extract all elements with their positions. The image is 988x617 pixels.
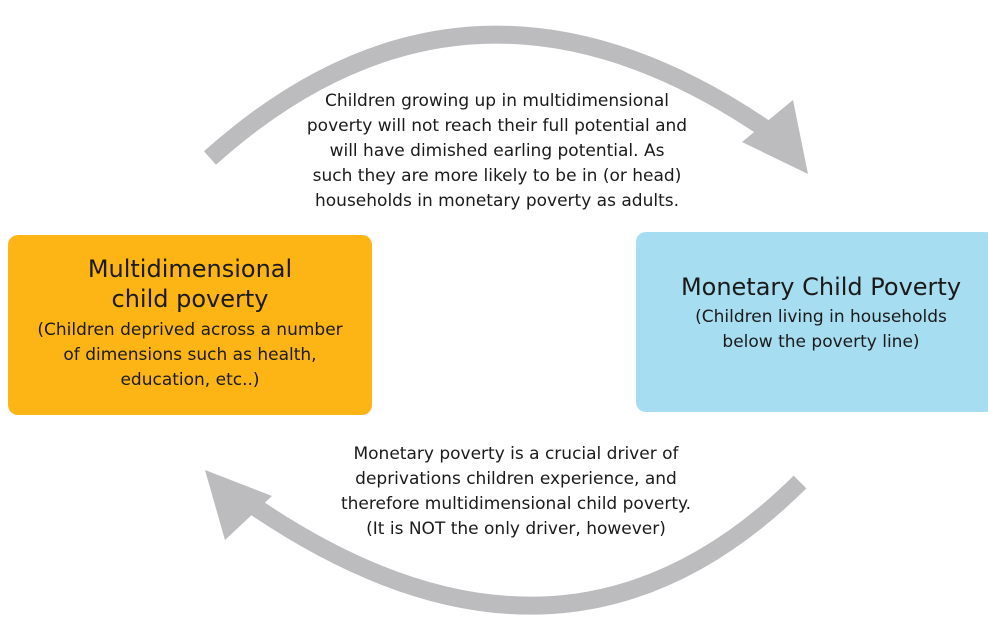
cycle-arrow-top: [203, 25, 776, 165]
edge-label: poverty will not reach their full potent…: [307, 116, 687, 136]
node-subtitle: (Children deprived across a number: [37, 320, 342, 340]
node-box: [636, 232, 988, 412]
arrowhead-bottom: [205, 470, 272, 540]
edge-label: Children growing up in multidimensional: [325, 91, 669, 111]
edge-label: Monetary poverty is a crucial driver of: [353, 444, 679, 464]
node-subtitle: education, etc..): [120, 370, 259, 390]
node-title: Multidimensional: [88, 255, 292, 283]
edge-label: households in monetary poverty as adults…: [315, 191, 679, 211]
node-box: [8, 235, 372, 415]
edge-label: (It is NOT the only driver, however): [366, 519, 666, 539]
node-title: Monetary Child Poverty: [681, 273, 961, 301]
edge-label: will have dimished earling potential. As: [330, 141, 665, 161]
text-layer: Children growing up in multidimensional p…: [37, 91, 961, 539]
edge-label: therefore multidimensional child poverty…: [341, 494, 691, 514]
node-title: child poverty: [112, 285, 269, 313]
edge-label: such they are more likely to be in (or h…: [313, 166, 682, 186]
node-subtitle: (Children living in households: [695, 307, 947, 327]
arrowhead-top: [742, 100, 808, 174]
edge-label: deprivations children experience, and: [355, 469, 677, 489]
cycle-arrow-bottom: [239, 475, 807, 615]
node-subtitle: of dimensions such as health,: [63, 345, 316, 365]
node-subtitle: below the poverty line): [722, 332, 919, 352]
